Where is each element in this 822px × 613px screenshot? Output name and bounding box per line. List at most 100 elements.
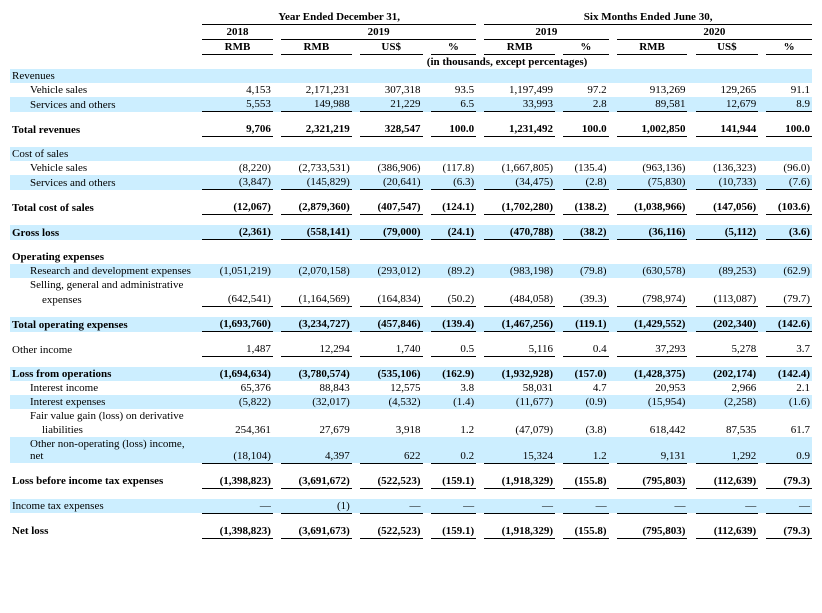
cell: (642,541) bbox=[202, 292, 273, 307]
cell: (1,932,928) bbox=[484, 367, 555, 381]
cell: (159.1) bbox=[431, 524, 477, 539]
cell: (50.2) bbox=[431, 292, 477, 307]
cell: 1.2 bbox=[563, 437, 609, 463]
cell: 12,575 bbox=[360, 381, 423, 395]
label-net-loss: Net loss bbox=[10, 524, 202, 539]
hdr-usd1: US$ bbox=[360, 40, 423, 55]
cell: (11,677) bbox=[484, 395, 555, 409]
financial-table: Year Ended December 31, Six Months Ended… bbox=[10, 10, 812, 539]
cell: 88,843 bbox=[281, 381, 352, 395]
cell: (795,803) bbox=[617, 474, 688, 489]
cell: 0.5 bbox=[431, 342, 477, 357]
cell: 91.1 bbox=[766, 83, 812, 97]
cell: (145,829) bbox=[281, 175, 352, 190]
cell: (1,694,634) bbox=[202, 367, 273, 381]
cell: (39.3) bbox=[563, 292, 609, 307]
cell: (96.0) bbox=[766, 161, 812, 175]
hdr-six-months: Six Months Ended June 30, bbox=[484, 10, 812, 25]
cell: 1,740 bbox=[360, 342, 423, 357]
cell: (8,220) bbox=[202, 161, 273, 175]
cell: (3,234,727) bbox=[281, 317, 352, 332]
label-total-revenues: Total revenues bbox=[10, 122, 202, 137]
cell: (3.6) bbox=[766, 225, 812, 240]
label-other-income: Other income bbox=[10, 342, 202, 357]
cell: (15,954) bbox=[617, 395, 688, 409]
cell: (1,693,760) bbox=[202, 317, 273, 332]
cell: (2,733,531) bbox=[281, 161, 352, 175]
label-fv1: Fair value gain (loss) on derivative bbox=[10, 409, 202, 423]
cell: (0.9) bbox=[563, 395, 609, 409]
cell: — bbox=[617, 499, 688, 514]
cell: 4,397 bbox=[281, 437, 352, 463]
cell: 6.5 bbox=[431, 97, 477, 112]
cell: — bbox=[202, 499, 273, 514]
cell: (124.1) bbox=[431, 200, 477, 215]
cell: (470,788) bbox=[484, 225, 555, 240]
cell: (1,051,219) bbox=[202, 264, 273, 278]
cell: 4.7 bbox=[563, 381, 609, 395]
cell: (798,974) bbox=[617, 292, 688, 307]
cell: (3,780,574) bbox=[281, 367, 352, 381]
cell: 100.0 bbox=[431, 122, 477, 137]
cell: 93.5 bbox=[431, 83, 477, 97]
cell: (1,398,823) bbox=[202, 524, 273, 539]
cell: 1,002,850 bbox=[617, 122, 688, 137]
header-years: 2018 2019 2019 2020 bbox=[10, 25, 812, 40]
row-cost-vehicle: Vehicle sales (8,220) (2,733,531) (386,9… bbox=[10, 161, 812, 175]
cell: (293,012) bbox=[360, 264, 423, 278]
cell: (20,641) bbox=[360, 175, 423, 190]
hdr-rmb4: RMB bbox=[617, 40, 688, 55]
cell: (138.2) bbox=[563, 200, 609, 215]
cell: (2,070,158) bbox=[281, 264, 352, 278]
cell: (407,547) bbox=[360, 200, 423, 215]
cell: 913,269 bbox=[617, 83, 688, 97]
cell: (3,691,673) bbox=[281, 524, 352, 539]
cell: (113,087) bbox=[696, 292, 759, 307]
row-sga-line1: Selling, general and administrative bbox=[10, 278, 812, 292]
cell: (1,428,375) bbox=[617, 367, 688, 381]
cell: (558,141) bbox=[281, 225, 352, 240]
hdr-rmb2: RMB bbox=[281, 40, 352, 55]
cell: (79,000) bbox=[360, 225, 423, 240]
cell: (1) bbox=[281, 499, 352, 514]
cell: (112,639) bbox=[696, 474, 759, 489]
cell: 3,918 bbox=[360, 423, 423, 437]
cell: (32,017) bbox=[281, 395, 352, 409]
cell: 12,294 bbox=[281, 342, 352, 357]
cell: (1,164,569) bbox=[281, 292, 352, 307]
cell: (1,429,552) bbox=[617, 317, 688, 332]
hdr-pct2: % bbox=[563, 40, 609, 55]
label-loss-ops: Loss from operations bbox=[10, 367, 202, 381]
hdr-rmb1: RMB bbox=[202, 40, 273, 55]
cell: 5,116 bbox=[484, 342, 555, 357]
cell: — bbox=[696, 499, 759, 514]
cell: (103.6) bbox=[766, 200, 812, 215]
row-fv-line2: liabilities 254,361 27,679 3,918 1.2 (47… bbox=[10, 423, 812, 437]
cell: (79.7) bbox=[766, 292, 812, 307]
cell: (162.9) bbox=[431, 367, 477, 381]
cell: (62.9) bbox=[766, 264, 812, 278]
cell: 3.8 bbox=[431, 381, 477, 395]
hdr-2020: 2020 bbox=[617, 25, 812, 40]
cell: (89.2) bbox=[431, 264, 477, 278]
cell: (3.8) bbox=[563, 423, 609, 437]
cell: 3.7 bbox=[766, 342, 812, 357]
cell: 0.2 bbox=[431, 437, 477, 463]
row-cost-hdr: Cost of sales bbox=[10, 147, 812, 161]
cell: 1,292 bbox=[696, 437, 759, 463]
row-other-income: Other income 1,487 12,294 1,740 0.5 5,11… bbox=[10, 342, 812, 357]
cell: (202,174) bbox=[696, 367, 759, 381]
row-vehicle-sales: Vehicle sales 4,153 2,171,231 307,318 93… bbox=[10, 83, 812, 97]
cell: (139.4) bbox=[431, 317, 477, 332]
cell: (1,398,823) bbox=[202, 474, 273, 489]
cell: 97.2 bbox=[563, 83, 609, 97]
cell: 8.9 bbox=[766, 97, 812, 112]
label-total-opex: Total operating expenses bbox=[10, 317, 202, 332]
cell: (1,702,280) bbox=[484, 200, 555, 215]
cell: (795,803) bbox=[617, 524, 688, 539]
cell: 2.8 bbox=[563, 97, 609, 112]
row-net-loss: Net loss (1,398,823) (3,691,673) (522,52… bbox=[10, 524, 812, 539]
label-other-nonop: Other non-operating (loss) income, net bbox=[10, 437, 202, 463]
cell: (79.3) bbox=[766, 474, 812, 489]
cell: (89,253) bbox=[696, 264, 759, 278]
